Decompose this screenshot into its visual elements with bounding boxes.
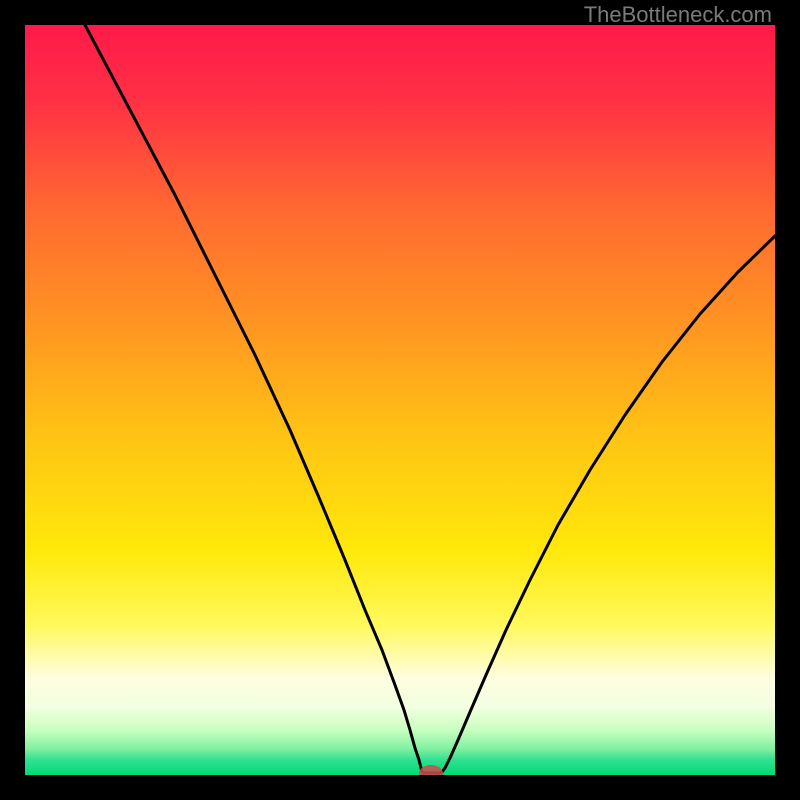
gradient-background: [25, 25, 775, 775]
watermark-text: TheBottleneck.com: [584, 2, 772, 28]
plot-area: [25, 25, 775, 775]
